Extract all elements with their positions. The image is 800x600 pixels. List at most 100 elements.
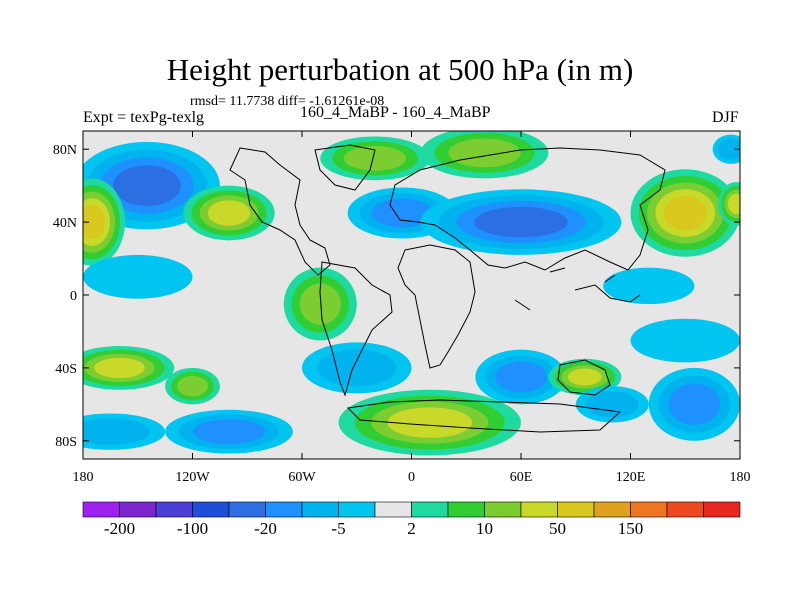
anomaly-contour bbox=[206, 424, 252, 440]
colorbar-label: 50 bbox=[549, 519, 566, 538]
colorbar-label: 150 bbox=[618, 519, 644, 538]
anomaly-contour bbox=[574, 371, 596, 383]
y-tick-label: 40N bbox=[53, 216, 77, 231]
anomaly-contour bbox=[731, 197, 740, 211]
anomaly-feature-16 bbox=[338, 389, 521, 456]
stats-text: rmsd= 11.7738 diff= -1.61261e-08 bbox=[190, 94, 385, 109]
colorbar-swatch bbox=[228, 501, 266, 518]
anomaly-contour bbox=[383, 204, 422, 222]
anomaly-feature-22 bbox=[603, 267, 695, 305]
anomaly-feature-21 bbox=[630, 318, 740, 363]
coastline-eurasia bbox=[389, 147, 666, 271]
anomaly-contour bbox=[671, 202, 699, 224]
x-tick-label: 120W bbox=[175, 470, 210, 485]
anomaly-contour bbox=[215, 205, 243, 221]
colorbar-swatch bbox=[447, 501, 485, 518]
anomaly-feature-23 bbox=[712, 134, 740, 164]
anomaly-feature-18 bbox=[548, 358, 622, 396]
anomaly-contour bbox=[332, 356, 382, 380]
colorbar-swatch bbox=[520, 501, 558, 518]
anomaly-feature-20 bbox=[648, 367, 740, 441]
anomaly-feature-6 bbox=[420, 189, 622, 255]
anomaly-contour bbox=[307, 291, 333, 317]
coastline-se-asia-islands bbox=[514, 267, 641, 311]
season-label: DJF bbox=[712, 109, 739, 126]
anomaly-contour bbox=[722, 142, 739, 156]
anomaly-feature-8 bbox=[718, 182, 740, 226]
chart-title: Height perturbation at 500 hPa (in m) bbox=[166, 52, 634, 87]
y-axis: 80N 40N 0 40S 80S bbox=[53, 143, 740, 450]
colorbar-swatch bbox=[82, 501, 120, 518]
colorbar-swatch bbox=[630, 501, 668, 518]
coastline-greenland bbox=[314, 144, 376, 191]
anomaly-contour bbox=[678, 391, 711, 418]
anomaly-layer bbox=[83, 131, 740, 456]
colorbar-swatch bbox=[484, 501, 522, 518]
anomaly-feature-13 bbox=[83, 413, 166, 450]
y-tick-label: 0 bbox=[70, 289, 77, 304]
anomaly-contour bbox=[651, 327, 719, 355]
coastline-north-america bbox=[229, 147, 331, 276]
colorbar-label: -100 bbox=[177, 519, 208, 538]
coastline-south-america bbox=[319, 261, 393, 397]
anomaly-feature-1 bbox=[83, 178, 125, 266]
anomaly-feature-14 bbox=[165, 409, 293, 454]
colorbar-swatch bbox=[119, 501, 157, 518]
colorbar-swatch bbox=[301, 501, 339, 518]
anomaly-contour bbox=[403, 413, 456, 432]
colorbar-label: -5 bbox=[331, 519, 345, 538]
anomaly-feature-17 bbox=[475, 349, 567, 405]
colorbar-swatch bbox=[192, 501, 230, 518]
experiment-label: Expt = texPg-texlg bbox=[83, 109, 205, 126]
colorbar-label: -200 bbox=[104, 519, 135, 538]
y-tick-label: 40S bbox=[55, 362, 77, 377]
anomaly-feature-15 bbox=[302, 342, 412, 394]
colorbar-label: 10 bbox=[476, 519, 493, 538]
anomaly-contour bbox=[492, 212, 550, 232]
colorbar-swatch bbox=[411, 501, 449, 518]
colorbar-swatch bbox=[155, 501, 193, 518]
coastline-antarctica bbox=[346, 399, 622, 433]
colorbar-swatch bbox=[338, 501, 376, 518]
anomaly-contour bbox=[84, 211, 101, 233]
anomaly-feature-9 bbox=[83, 254, 193, 299]
anomaly-contour bbox=[104, 263, 172, 291]
anomaly-feature-11 bbox=[83, 346, 175, 390]
x-tick-label: 60W bbox=[288, 470, 316, 485]
colorbar-swatch bbox=[265, 501, 303, 518]
anomaly-feature-3 bbox=[320, 136, 430, 181]
colorbar-swatch bbox=[557, 501, 595, 518]
anomaly-contour bbox=[86, 423, 135, 440]
anomaly-contour bbox=[596, 396, 629, 413]
case-label: 160_4_MaBP - 160_4_MaBP bbox=[300, 104, 491, 121]
x-tick-label: 60E bbox=[510, 470, 533, 485]
colorbar-swatch bbox=[593, 501, 631, 518]
x-axis: 180 120W 60W 0 60E 120E 180 bbox=[73, 131, 751, 485]
y-tick-label: 80N bbox=[53, 143, 77, 158]
anomaly-contour bbox=[355, 150, 395, 166]
colorbar-label: 2 bbox=[407, 519, 416, 538]
colorbar-swatch bbox=[703, 501, 741, 518]
anomaly-feature-19 bbox=[575, 386, 649, 423]
x-tick-label: 180 bbox=[730, 470, 751, 485]
anomaly-feature-2 bbox=[183, 185, 275, 241]
anomaly-contour bbox=[620, 274, 677, 298]
anomaly-contour bbox=[182, 379, 203, 393]
anomaly-feature-4 bbox=[420, 131, 549, 179]
anomaly-contour bbox=[103, 361, 136, 375]
x-tick-label: 120E bbox=[616, 470, 646, 485]
colorbar-swatch bbox=[666, 501, 704, 518]
anomaly-feature-12 bbox=[165, 367, 220, 405]
coastline-africa bbox=[397, 244, 476, 369]
coastlines bbox=[229, 144, 666, 433]
colorbar-label: -20 bbox=[254, 519, 277, 538]
x-tick-label: 180 bbox=[73, 470, 94, 485]
colorbar-swatch bbox=[374, 501, 412, 518]
anomaly-feature-10 bbox=[283, 267, 357, 341]
anomaly-contour bbox=[505, 367, 537, 387]
anomaly-contour bbox=[126, 173, 168, 199]
x-tick-label: 0 bbox=[408, 470, 415, 485]
coastline-australia bbox=[557, 359, 611, 396]
colorbar: -200 -100 -20 -5 2 10 50 150 bbox=[82, 501, 741, 538]
